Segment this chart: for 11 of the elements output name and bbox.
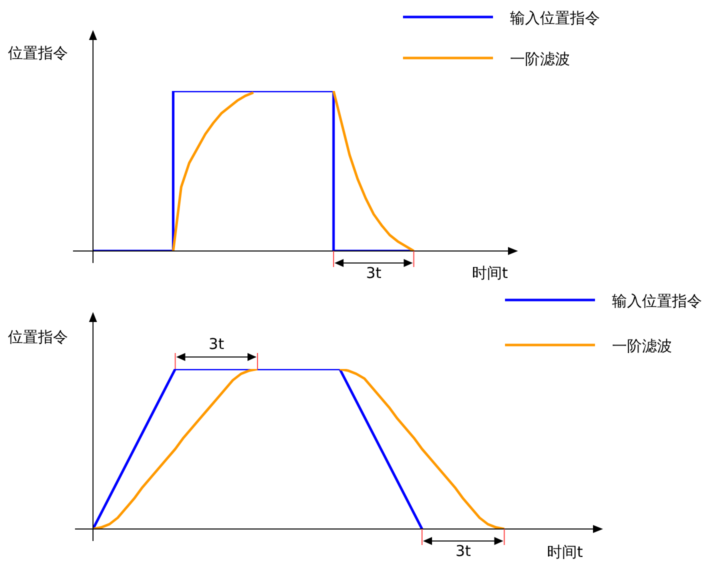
text: 3t (455, 542, 471, 560)
text: 3t (208, 335, 224, 353)
text: 输入位置指令 (510, 9, 600, 27)
y-axis-title: 位置指令 (8, 328, 68, 346)
text: 一阶滤波 (510, 50, 570, 68)
y-axis-title: 位置指令 (8, 44, 68, 62)
x-axis-title: 时间t (547, 543, 583, 561)
text: 输入位置指令 (612, 292, 702, 310)
text: 3t (366, 264, 382, 282)
text: 一阶滤波 (612, 337, 672, 355)
x-axis-title: 时间t (472, 264, 508, 282)
